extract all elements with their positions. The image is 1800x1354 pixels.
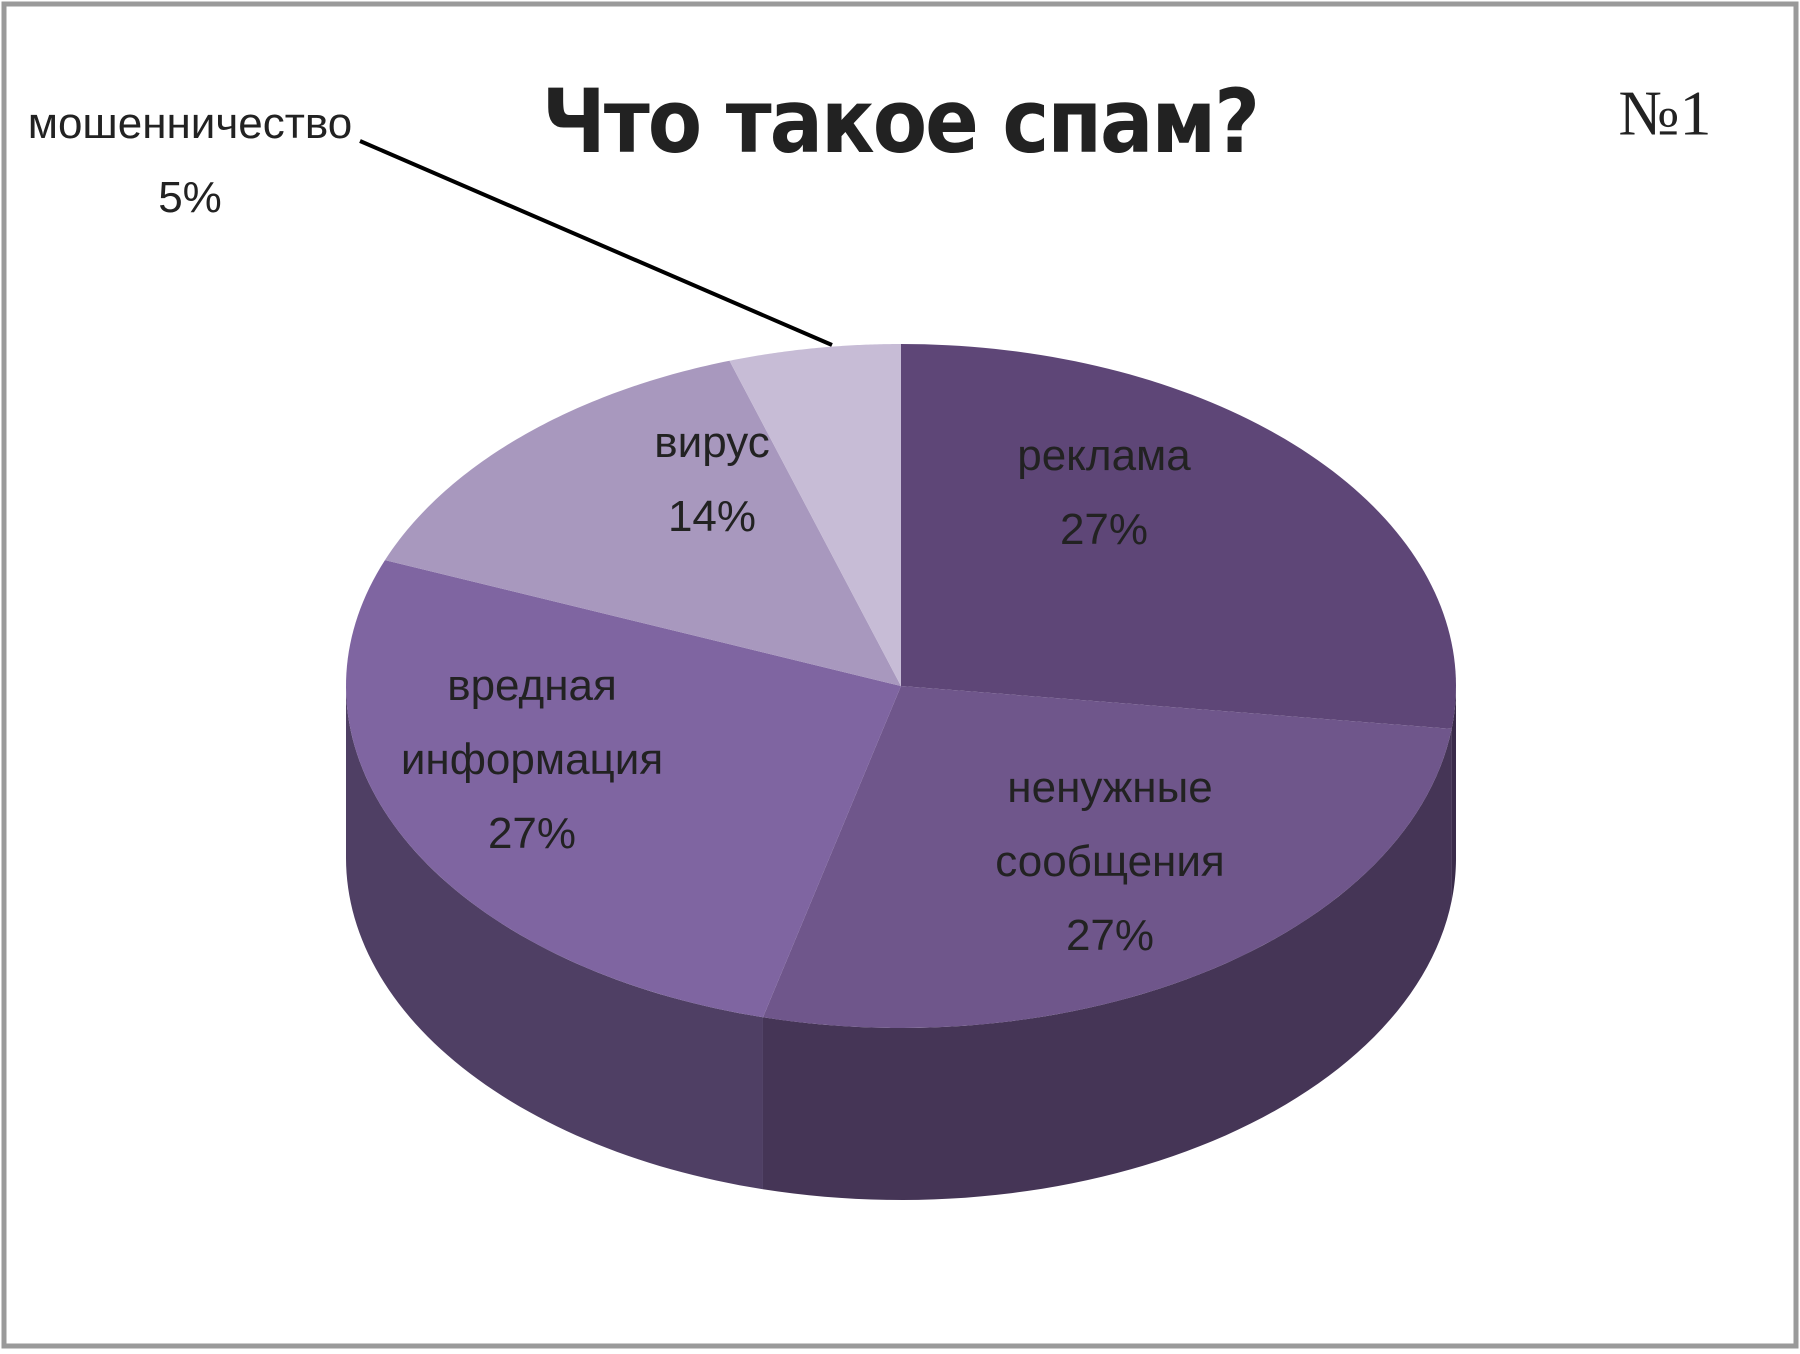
value-label: 27% bbox=[488, 809, 576, 858]
value-label: 27% bbox=[1060, 505, 1148, 554]
slice bbox=[729, 344, 901, 686]
category-line: ненужные bbox=[1007, 763, 1212, 812]
slice-side bbox=[346, 686, 763, 1190]
data-label: реклама 27% bbox=[1017, 431, 1191, 554]
slice bbox=[346, 560, 901, 1018]
data-label: ненужные сообщения 27% bbox=[995, 763, 1225, 960]
chart-title: Что такое спам? bbox=[542, 70, 1258, 173]
category-label: вредная информация bbox=[401, 661, 663, 784]
slice-side bbox=[1451, 686, 1456, 901]
value-label: 27% bbox=[1066, 911, 1154, 960]
category-line: вредная bbox=[447, 661, 617, 710]
leader-line bbox=[359, 139, 833, 347]
category-label: реклама bbox=[1017, 431, 1191, 480]
category-line: сообщения bbox=[995, 837, 1225, 886]
data-label: вредная информация 27% bbox=[401, 661, 663, 858]
slice bbox=[762, 686, 1452, 1028]
value-label: 5% bbox=[158, 173, 222, 222]
value-label: 14% bbox=[668, 492, 756, 541]
category-label: мошенничество bbox=[28, 99, 353, 148]
category-line: информация bbox=[401, 735, 663, 784]
data-label: вирус 14% bbox=[654, 418, 769, 541]
slice bbox=[901, 344, 1456, 729]
slice-side bbox=[762, 728, 1452, 1200]
annotation: №1 bbox=[1618, 78, 1711, 149]
category-label: ненужные сообщения bbox=[995, 763, 1225, 886]
data-label: мошенничество 5% bbox=[28, 99, 353, 222]
slice bbox=[384, 360, 901, 686]
category-label: вирус bbox=[654, 418, 769, 467]
